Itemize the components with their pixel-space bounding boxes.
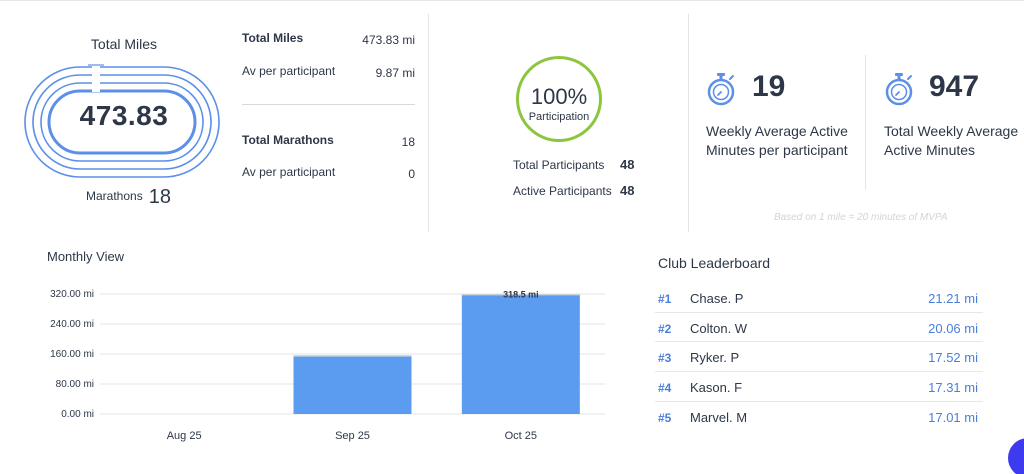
x-tick-label: Sep 25	[335, 430, 370, 442]
stats-divider	[242, 104, 415, 105]
leaderboard-row-divider	[655, 311, 983, 313]
av-miles-value: 9.87 mi	[375, 66, 415, 80]
section-divider-1	[428, 14, 429, 232]
leaderboard-row-divider	[655, 341, 983, 343]
total-miles-stat-value: 473.83 mi	[362, 33, 415, 47]
top-border	[0, 0, 1024, 1]
total-miles-label: Total Miles	[242, 31, 304, 45]
leaderboard-rank: #1	[658, 292, 672, 306]
weekly-average-label-line2: Minutes per participant	[706, 142, 848, 158]
leaderboard-rank: #2	[658, 321, 672, 336]
club-leaderboard-title: Club Leaderboard	[658, 255, 771, 271]
leaderboard-row: #1 Chase. P 21.21 mi	[655, 283, 983, 313]
participation-ring	[516, 56, 602, 142]
leaderboard-row: #2 Colton. W 20.06 mi	[655, 313, 983, 343]
total-participants-label: Total Participants	[513, 158, 605, 172]
y-tick-label: 160.00 mi	[50, 349, 94, 360]
monthly-bar-chart: 0.00 mi 80.00 mi 160.00 mi 240.00 mi 320.00 …	[50, 289, 605, 442]
leaderboard-miles: 20.06 mi	[928, 320, 978, 336]
leaderboard-name: Kason. F	[690, 380, 743, 396]
marathons-summary: Marathons 18	[86, 186, 171, 209]
y-tick-label: 0.00 mi	[61, 409, 94, 420]
leaderboard-rank: #5	[658, 410, 672, 425]
leaderboard-row: #4 Kason. F 17.31 mi	[655, 372, 983, 402]
total-participants-value: 48	[620, 157, 635, 172]
leaderboard-name: Chase. P	[690, 291, 744, 306]
chart-bar[interactable]	[293, 355, 412, 414]
leaderboard-miles: 17.01 mi	[928, 409, 978, 425]
y-tick-label: 240.00 mi	[50, 319, 94, 330]
leaderboard-miles: 17.31 mi	[928, 380, 978, 396]
leaderboard-row: #5 Marvel. M 17.01 mi	[655, 402, 983, 432]
leaderboard-name: Colton. W	[690, 320, 748, 336]
total-weekly-label-line1: Total Weekly Average	[884, 123, 1019, 139]
leaderboard-rank: #4	[658, 381, 672, 396]
stopwatch-icon	[885, 73, 913, 106]
active-participants-value: 48	[620, 183, 635, 198]
monthly-view-title: Monthly View	[47, 249, 125, 264]
leaderboard-name: Ryker. P	[690, 350, 740, 366]
total-miles-value: 473.83	[79, 100, 169, 131]
av-marathons-value: 0	[408, 167, 415, 181]
x-tick-label: Oct 25	[505, 430, 537, 442]
x-tick-label: Aug 25	[167, 430, 202, 442]
marathons-label: Marathons	[86, 189, 143, 203]
chat-launcher-button[interactable]	[1008, 438, 1024, 474]
y-tick-label: 320.00 mi	[50, 289, 94, 300]
total-weekly-value: 947	[929, 70, 980, 103]
leaderboard-miles: 17.52 mi	[928, 350, 978, 366]
leaderboard-row-divider	[655, 371, 983, 373]
weekly-average-value: 19	[752, 70, 786, 103]
total-marathons-label: Total Marathons	[242, 133, 334, 147]
section-divider-2	[688, 14, 689, 232]
bar-data-label: 318.5 mi	[503, 290, 539, 300]
leaderboard-miles: 21.21 mi	[928, 291, 978, 306]
kpi-divider	[865, 55, 866, 190]
total-weekly-label: Total Weekly Average Active Minutes	[884, 122, 1018, 160]
leaderboard-row: #3 Ryker. P 17.52 mi	[655, 342, 983, 373]
stopwatch-icon	[707, 73, 735, 106]
participation-percent: 100%	[530, 84, 588, 109]
av-miles-label: Av per participant	[242, 64, 336, 78]
av-marathons-label: Av per participant	[242, 165, 336, 179]
leaderboard-rank: #3	[658, 351, 672, 366]
total-weekly-label-line2: Active Minutes	[884, 142, 976, 158]
leaderboard-row-divider	[655, 400, 983, 402]
mvpa-footnote: Based on 1 mile = 20 minutes of MVPA	[774, 212, 948, 223]
participation-label: Participation	[528, 111, 590, 123]
running-track-graphic	[24, 62, 220, 178]
weekly-average-label-line1: Weekly Average Active	[706, 123, 848, 139]
total-miles-title: Total Miles	[90, 36, 158, 52]
active-participants-label: Active Participants	[513, 184, 612, 198]
total-marathons-value: 18	[401, 135, 415, 149]
weekly-average-label: Weekly Average Active Minutes per partic…	[706, 122, 848, 160]
chart-bar[interactable]	[461, 294, 580, 414]
leaderboard-name: Marvel. M	[690, 409, 748, 425]
marathons-value: 18	[148, 186, 171, 208]
y-tick-label: 80.00 mi	[56, 379, 94, 390]
